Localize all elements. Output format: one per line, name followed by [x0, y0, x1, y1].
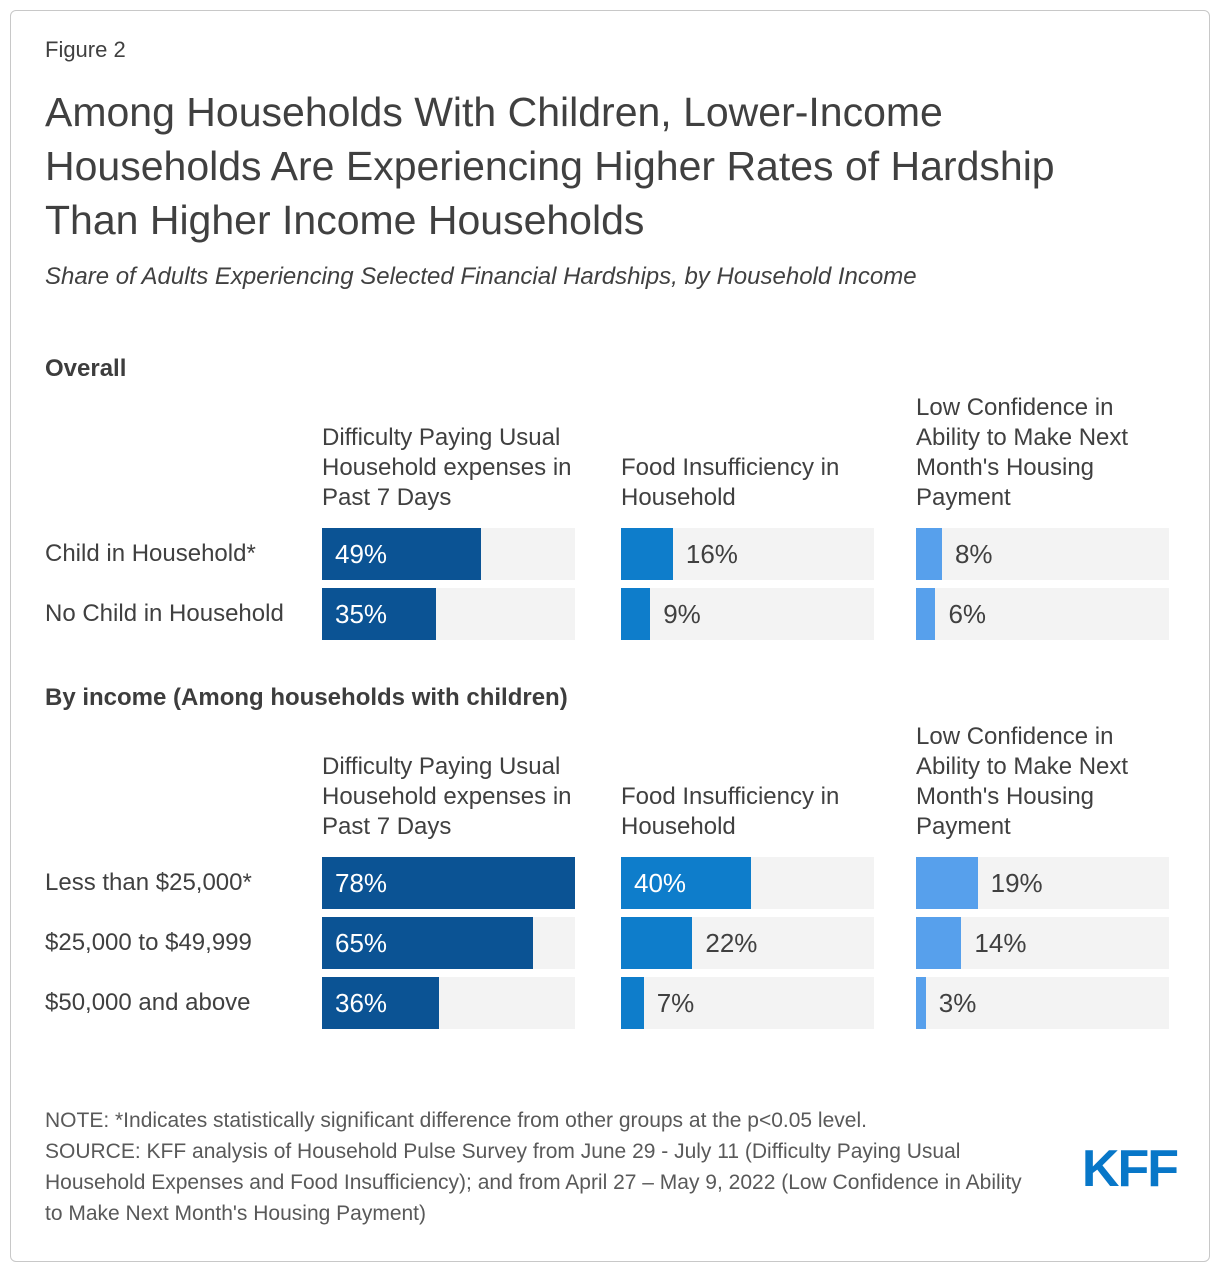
bar-track: 40%: [621, 857, 874, 910]
bar-value-label: 3%: [938, 987, 977, 1018]
bar-fill: 78%: [322, 857, 575, 910]
bar-track: 16%: [621, 528, 874, 581]
bar-fill: [916, 857, 978, 910]
kff-logo: KFF: [1081, 1140, 1179, 1198]
bar-value-label: 65%: [335, 927, 388, 958]
bar-value-label: 8%: [954, 538, 993, 569]
bar-track: 14%: [916, 917, 1169, 970]
row-label: No Child in Household: [45, 600, 284, 628]
row-label: Less than $25,000*: [45, 869, 252, 897]
bar-row: Less than $25,000* 78% 40% 19%: [45, 857, 1209, 910]
bar-track: 22%: [621, 917, 874, 970]
bar-value-label: 6%: [948, 598, 987, 629]
chart-section: Overall Difficulty Paying Usual Household…: [45, 355, 1209, 641]
chart-subtitle: Share of Adults Experiencing Selected Fi…: [45, 263, 917, 291]
column-header: Food Insufficiency in Household: [621, 454, 840, 512]
bar-value-label: 40%: [634, 867, 687, 898]
bar-fill: [621, 588, 651, 641]
column-header: Food Insufficiency in Household: [621, 783, 840, 841]
bar-value-label: 16%: [685, 538, 738, 569]
section-heading: By income (Among households with childre…: [45, 684, 568, 712]
bar-value-label: 36%: [335, 987, 388, 1018]
bar-value-label: 7%: [656, 987, 695, 1018]
bar-fill: 40%: [621, 857, 751, 910]
bar-fill: [916, 977, 926, 1030]
bar-fill: 49%: [322, 528, 481, 581]
row-label: Child in Household*: [45, 540, 256, 568]
column-header: Low Confidence in Ability to Make Next M…: [916, 723, 1129, 841]
section-heading: Overall: [45, 355, 127, 383]
bar-track: 8%: [916, 528, 1169, 581]
bar-value-label: 14%: [974, 927, 1027, 958]
bar-fill: [916, 528, 942, 581]
source-text: SOURCE: KFF analysis of Household Pulse …: [45, 1140, 1022, 1226]
footer-notes: NOTE: *Indicates statistically significa…: [45, 1105, 1035, 1229]
bar-fill: [621, 917, 693, 970]
bar-fill: 35%: [322, 588, 436, 641]
bar-track: 35%: [322, 588, 575, 641]
figure-frame: Figure 2 Among Households With Children,…: [10, 10, 1210, 1262]
bar-fill: [621, 528, 673, 581]
bar-track: 3%: [916, 977, 1169, 1030]
bar-value-label: 19%: [990, 867, 1043, 898]
column-header-row: Difficulty Paying Usual Household expens…: [45, 712, 1209, 857]
bar-track: 36%: [322, 977, 575, 1030]
bar-track: 19%: [916, 857, 1169, 910]
bar-track: 78%: [322, 857, 575, 910]
bar-track: 6%: [916, 588, 1169, 641]
bar-value-label: 9%: [663, 598, 701, 629]
chart-section: By income (Among households with childre…: [45, 684, 1209, 1030]
bar-fill: 65%: [322, 917, 533, 970]
row-label: $50,000 and above: [45, 989, 251, 1017]
bar-row: $25,000 to $49,999 65% 22% 14%: [45, 917, 1209, 970]
column-header: Difficulty Paying Usual Household expens…: [322, 753, 572, 841]
bar-fill: [916, 917, 962, 970]
note-text: NOTE: *Indicates statistically significa…: [45, 1109, 867, 1133]
bar-fill: 36%: [322, 977, 439, 1030]
chart-body: Overall Difficulty Paying Usual Household…: [45, 355, 1209, 1030]
chart-title: Among Households With Children, Lower-In…: [45, 89, 1055, 244]
bar-value-label: 35%: [335, 598, 388, 629]
bar-value-label: 49%: [335, 538, 388, 569]
bar-track: 65%: [322, 917, 575, 970]
figure-label: Figure 2: [45, 37, 126, 62]
bar-row: Child in Household* 49% 16% 8%: [45, 528, 1209, 581]
bar-fill: [916, 588, 936, 641]
column-header: Low Confidence in Ability to Make Next M…: [916, 394, 1129, 512]
bar-track: 49%: [322, 528, 575, 581]
bar-row: No Child in Household 35% 9% 6%: [45, 588, 1209, 641]
row-label: $25,000 to $49,999: [45, 929, 252, 957]
column-header-row: Difficulty Paying Usual Household expens…: [45, 383, 1209, 528]
bar-fill: [621, 977, 644, 1030]
bar-track: 7%: [621, 977, 874, 1030]
bar-value-label: 78%: [335, 867, 388, 898]
bar-track: 9%: [621, 588, 874, 641]
bar-row: $50,000 and above 36% 7% 3%: [45, 977, 1209, 1030]
column-header: Difficulty Paying Usual Household expens…: [322, 424, 572, 512]
bar-value-label: 22%: [705, 927, 758, 958]
